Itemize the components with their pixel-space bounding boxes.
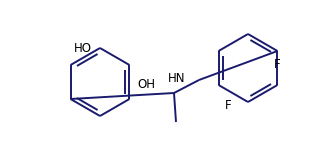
Text: F: F: [274, 58, 281, 71]
Text: OH: OH: [137, 78, 156, 91]
Text: HO: HO: [74, 42, 92, 55]
Text: F: F: [225, 99, 231, 112]
Text: HN: HN: [168, 71, 185, 84]
